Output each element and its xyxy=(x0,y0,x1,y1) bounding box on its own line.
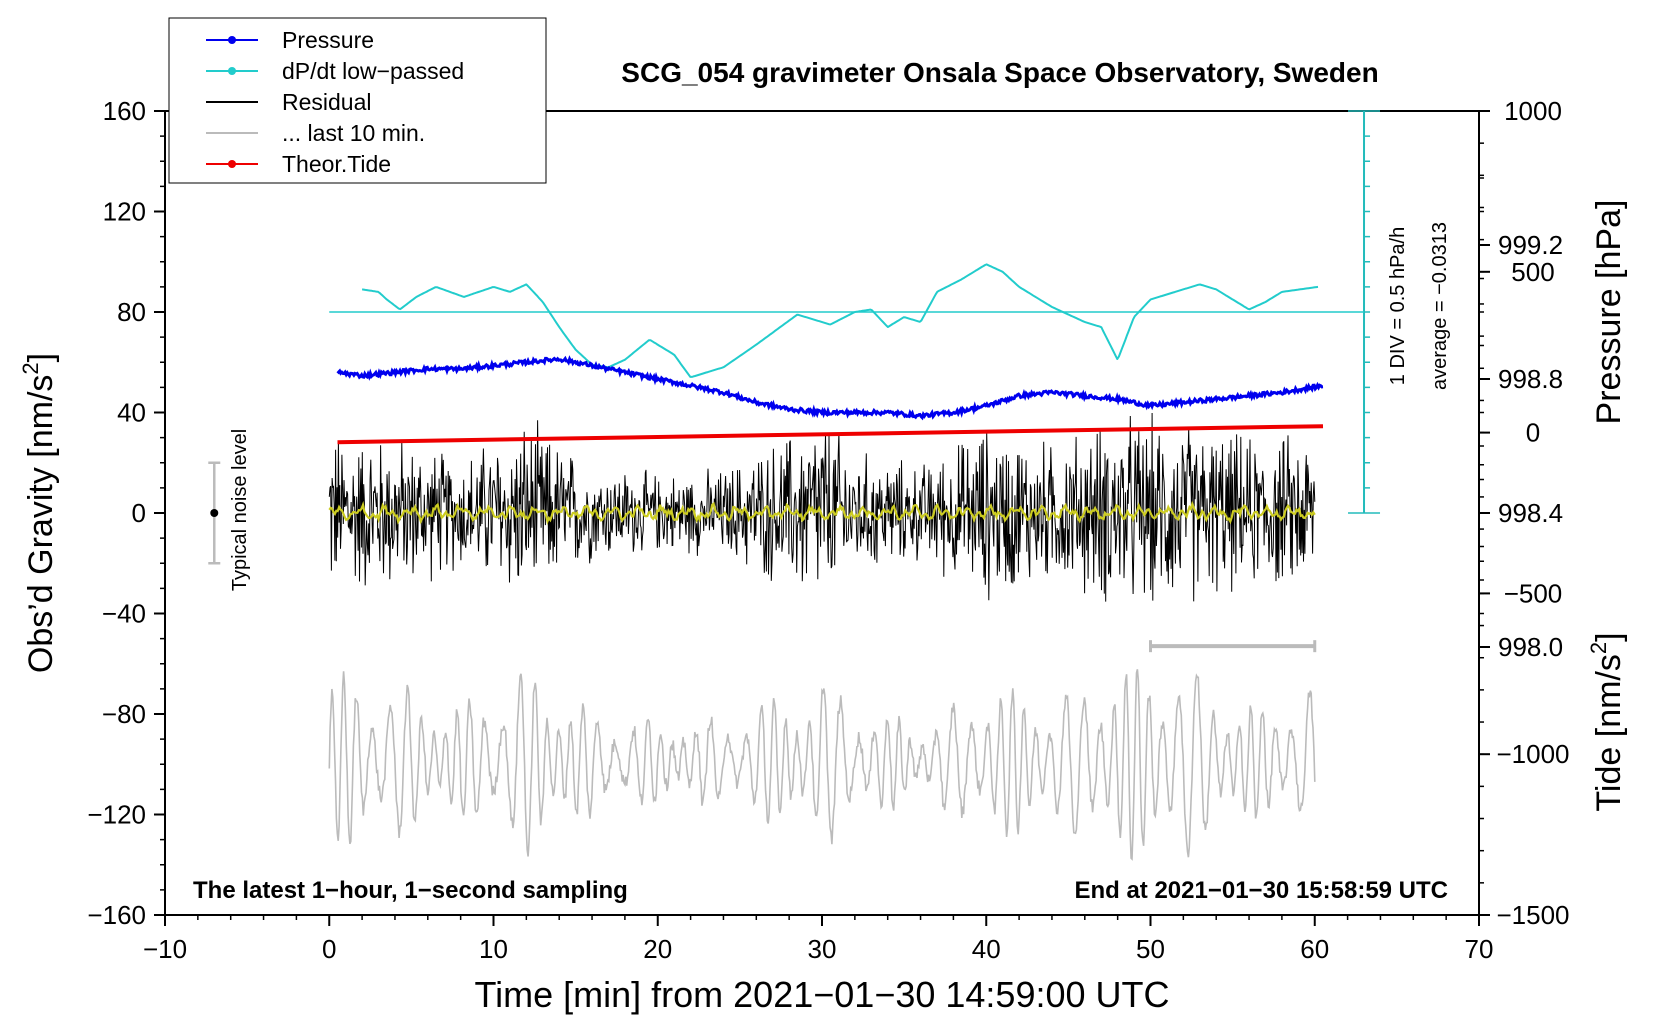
x-tick-label: 40 xyxy=(972,934,1001,964)
legend-label: Residual xyxy=(282,89,372,115)
y-left-tick-label: −120 xyxy=(87,800,146,830)
scale-div-label: 1 DIV = 0.5 hPa/h xyxy=(1387,227,1409,385)
last-10-min-line xyxy=(328,669,1316,861)
y-right-pressure-label: Pressure [hPa] xyxy=(1590,200,1628,425)
y-pressure-tick-label: 998.4 xyxy=(1498,498,1563,528)
y-pressure-tick-label: 998.8 xyxy=(1498,364,1563,394)
y-tide-tick-label: 1000 xyxy=(1504,96,1562,126)
y-tide-tick-label: 500 xyxy=(1511,257,1554,287)
legend-label: Pressure xyxy=(282,27,374,53)
footnote-right: End at 2021−01−30 15:58:59 UTC xyxy=(1074,877,1448,904)
series-layer xyxy=(328,263,1365,861)
x-tick-label: 0 xyxy=(322,934,336,964)
legend-label: ... last 10 min. xyxy=(282,120,425,146)
pressure-line xyxy=(336,355,1324,421)
x-tick-label: 30 xyxy=(808,934,837,964)
y-left-tick-label: 160 xyxy=(103,96,146,126)
legend-swatch-marker xyxy=(228,160,236,168)
y-pressure-tick-label: 998.0 xyxy=(1498,632,1563,662)
x-axis-label: Time [min] from 2021−01−30 14:59:00 UTC xyxy=(474,974,1169,1015)
y-tide-tick-label: −1000 xyxy=(1496,739,1569,769)
scale-average-label: average = −0.0313 xyxy=(1429,222,1451,390)
legend: Pressure dP/dt low−passed Residual ... last… xyxy=(168,17,547,184)
noise-level-label: Typical noise level xyxy=(229,429,251,591)
x-tick-label: 70 xyxy=(1465,934,1494,964)
y-tide-tick-label: −1500 xyxy=(1496,900,1569,930)
y-left-tick-label: −160 xyxy=(87,900,146,930)
y-left-tick-label: 0 xyxy=(132,498,146,528)
y-left-axis-label: Obs’d Gravity [nm/s2] xyxy=(18,353,60,673)
y-pressure-tick-label: 999.2 xyxy=(1498,230,1563,260)
smoothed-residual-line xyxy=(328,500,1316,525)
chart-title: SCG_054 gravimeter Onsala Space Observat… xyxy=(621,57,1378,88)
legend-label: Theor.Tide xyxy=(282,151,391,177)
x-tick-label: 20 xyxy=(643,934,672,964)
legend-swatch-marker xyxy=(228,36,236,44)
theoretical-tide-line xyxy=(337,424,1324,445)
x-tick-label: 10 xyxy=(479,934,508,964)
y-left-tick-label: 80 xyxy=(117,297,146,327)
x-tick-label: −10 xyxy=(143,934,187,964)
footnote-left: The latest 1−hour, 1−second sampling xyxy=(193,877,628,904)
axes-layer: −10 0 10 20 30 40 50 60 70 160 120 80 40 0 −40 −80 −120 −… xyxy=(87,96,1569,964)
y-left-tick-label: −40 xyxy=(102,599,146,629)
noise-bar-dot xyxy=(210,509,219,517)
y-left-tick-label: −80 xyxy=(102,699,146,729)
y-left-tick-label: 40 xyxy=(117,398,146,428)
y-tide-tick-label: −500 xyxy=(1504,578,1563,608)
legend-swatch-marker xyxy=(228,67,236,75)
legend-box xyxy=(168,17,547,184)
legend-label: dP/dt low−passed xyxy=(282,58,464,84)
x-tick-label: 60 xyxy=(1300,934,1329,964)
residual-line xyxy=(328,412,1316,602)
y-left-tick-label: 120 xyxy=(103,197,146,227)
y-tide-tick-label: 0 xyxy=(1526,418,1540,448)
dpdt-line xyxy=(361,263,1319,378)
x-tick-label: 50 xyxy=(1136,934,1165,964)
y-right-tide-label: Tide [nm/s2] xyxy=(1586,632,1628,811)
